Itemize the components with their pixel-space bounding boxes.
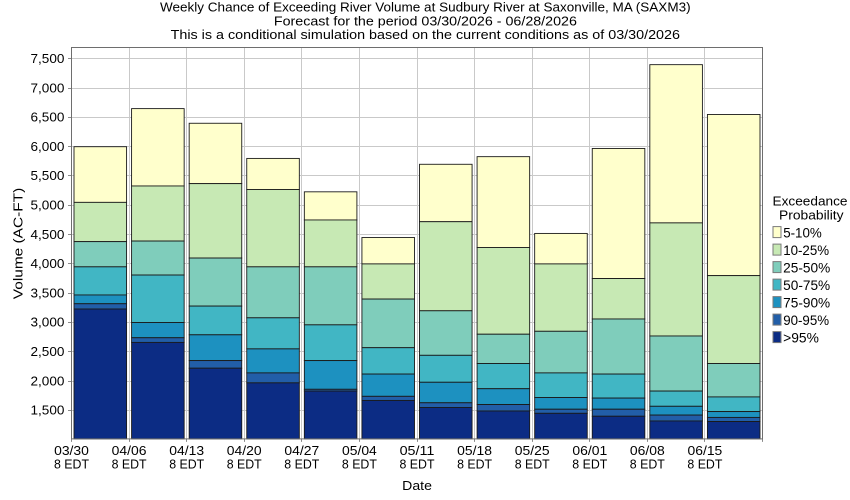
svg-text:Weekly Chance of Exceeding Riv: Weekly Chance of Exceeding River Volume … bbox=[160, 1, 691, 15]
svg-text:05/18: 05/18 bbox=[457, 443, 492, 458]
svg-text:8 EDT: 8 EDT bbox=[227, 457, 262, 472]
svg-text:06/01: 06/01 bbox=[572, 443, 607, 458]
svg-text:8 EDT: 8 EDT bbox=[687, 457, 722, 472]
svg-text:8 EDT: 8 EDT bbox=[169, 457, 204, 472]
svg-text:3,000: 3,000 bbox=[31, 315, 65, 330]
svg-text:5,500: 5,500 bbox=[31, 168, 65, 183]
svg-text:7,000: 7,000 bbox=[31, 80, 65, 95]
svg-text:Volume (AC-FT): Volume (AC-FT) bbox=[10, 188, 25, 299]
svg-text:Probability: Probability bbox=[779, 208, 844, 223]
svg-text:90-95%: 90-95% bbox=[783, 313, 829, 328]
svg-text:04/13: 04/13 bbox=[169, 443, 204, 458]
svg-text:25-50%: 25-50% bbox=[783, 260, 830, 275]
svg-text:8 EDT: 8 EDT bbox=[112, 457, 147, 472]
svg-text:05/25: 05/25 bbox=[515, 443, 550, 458]
svg-text:5-10%: 5-10% bbox=[783, 225, 822, 240]
svg-text:10-25%: 10-25% bbox=[783, 243, 829, 258]
svg-text:4,500: 4,500 bbox=[31, 227, 65, 242]
svg-text:5,000: 5,000 bbox=[31, 198, 65, 213]
svg-text:8 EDT: 8 EDT bbox=[515, 457, 550, 472]
svg-text:This is a conditional simulati: This is a conditional simulation based o… bbox=[171, 28, 680, 42]
svg-text:Exceedance: Exceedance bbox=[773, 194, 848, 209]
svg-text:8 EDT: 8 EDT bbox=[284, 457, 319, 472]
svg-text:06/08: 06/08 bbox=[630, 443, 665, 458]
svg-text:8 EDT: 8 EDT bbox=[400, 457, 435, 472]
svg-text:8 EDT: 8 EDT bbox=[342, 457, 377, 472]
svg-text:04/06: 04/06 bbox=[112, 443, 147, 458]
svg-text:8 EDT: 8 EDT bbox=[630, 457, 665, 472]
svg-text:75-90%: 75-90% bbox=[783, 295, 830, 310]
svg-text:06/15: 06/15 bbox=[688, 443, 723, 458]
svg-text:Date: Date bbox=[402, 478, 432, 493]
svg-text:04/20: 04/20 bbox=[227, 443, 262, 458]
svg-text:8 EDT: 8 EDT bbox=[54, 457, 89, 472]
svg-text:8 EDT: 8 EDT bbox=[457, 457, 492, 472]
svg-text:7,500: 7,500 bbox=[31, 51, 65, 66]
svg-text:03/30: 03/30 bbox=[54, 443, 89, 458]
svg-text:3,500: 3,500 bbox=[31, 285, 65, 300]
svg-text:05/04: 05/04 bbox=[342, 443, 377, 458]
svg-text:1,500: 1,500 bbox=[31, 403, 65, 418]
svg-text:05/11: 05/11 bbox=[400, 443, 435, 458]
svg-text:Forecast for the period 03/30/: Forecast for the period 03/30/2026 - 06/… bbox=[274, 15, 577, 29]
svg-text:4,000: 4,000 bbox=[31, 256, 65, 271]
svg-text:6,000: 6,000 bbox=[31, 139, 65, 154]
svg-text:04/27: 04/27 bbox=[284, 443, 319, 458]
svg-text:8 EDT: 8 EDT bbox=[572, 457, 607, 472]
svg-text:>95%: >95% bbox=[783, 330, 819, 345]
svg-text:2,000: 2,000 bbox=[31, 373, 65, 388]
svg-text:50-75%: 50-75% bbox=[783, 278, 830, 293]
svg-text:6,500: 6,500 bbox=[31, 110, 65, 125]
svg-text:2,500: 2,500 bbox=[31, 344, 65, 359]
